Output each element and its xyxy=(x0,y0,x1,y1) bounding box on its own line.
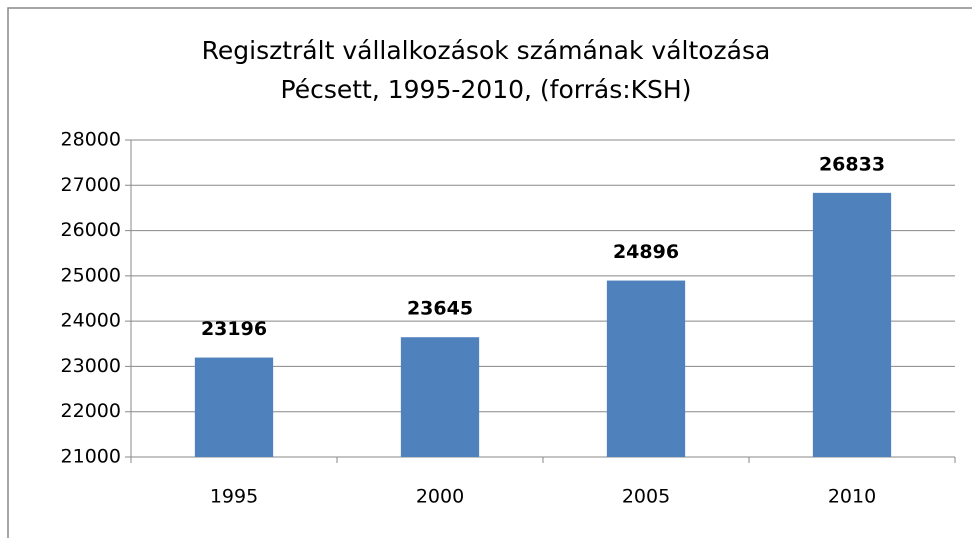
data-label: 23196 xyxy=(201,318,267,340)
y-tick-label: 22000 xyxy=(61,400,121,422)
chart-title: Pécsett, 1995-2010, (forrás:KSH) xyxy=(281,75,692,104)
x-tick-label: 1995 xyxy=(210,486,258,508)
x-tick-label: 2000 xyxy=(416,486,464,508)
y-tick-label: 24000 xyxy=(61,310,121,332)
data-label: 26833 xyxy=(819,153,885,175)
y-tick-label: 26000 xyxy=(61,219,121,241)
y-tick-label: 21000 xyxy=(61,446,121,468)
x-tick-label: 2005 xyxy=(622,486,670,508)
y-tick-label: 23000 xyxy=(61,355,121,377)
chart-frame xyxy=(7,7,972,542)
data-label: 24896 xyxy=(613,241,679,263)
bar xyxy=(606,280,686,457)
bar xyxy=(194,357,274,457)
y-tick-label: 28000 xyxy=(61,129,121,151)
y-tick-label: 27000 xyxy=(61,174,121,196)
bar xyxy=(400,337,480,457)
data-label: 23645 xyxy=(407,298,473,320)
y-tick-label: 25000 xyxy=(61,264,121,286)
chart-title: Regisztrált vállalkozások számának válto… xyxy=(202,36,771,65)
x-tick-label: 2010 xyxy=(828,486,876,508)
bar xyxy=(812,192,892,457)
